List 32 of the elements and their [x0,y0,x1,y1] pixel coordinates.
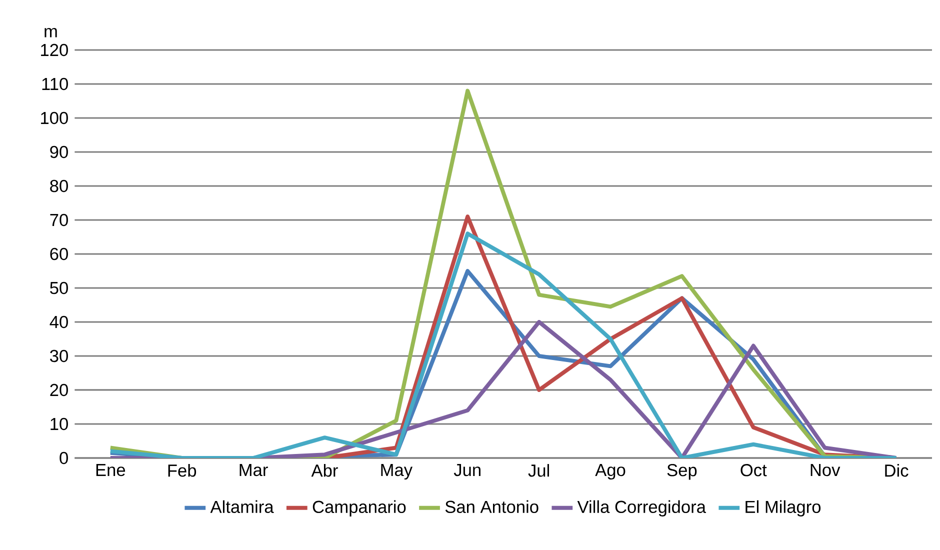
x-tick-label: Jul [528,464,549,477]
legend-label: Altamira [210,500,274,514]
legend-label: El Milagro [746,500,821,516]
y-tick-label: 10 [50,418,68,430]
y-tick-label: 20 [50,384,68,396]
y-axis-title: m [44,28,57,38]
y-tick-label: 40 [50,316,68,328]
legend-label: Campanario [312,500,406,516]
line-series [108,232,898,458]
x-tick-label: May [381,464,413,480]
y-tick-label: 120 [41,44,68,56]
x-tick-label: Jun [454,464,480,476]
y-tick-label: 0 [60,452,68,464]
legend-label: San Antonio [445,500,538,514]
x-tick-label: Oct [740,464,767,476]
x-tick-label: Sep [667,464,697,480]
legend-label: Villa Corregidora [577,500,706,516]
y-tick-label: 50 [50,282,68,294]
y-tick-label: 70 [50,214,68,226]
y-tick-label: 90 [50,146,68,158]
x-tick-label: Nov [810,464,840,476]
x-tick-label: Ago [595,464,626,480]
y-tick-label: 60 [50,248,68,260]
y-tick-label: 80 [50,180,68,192]
x-tick-label: Ene [96,464,126,476]
y-tick-label: 30 [50,350,68,362]
x-tick-label: Feb [168,464,196,477]
x-tick-label: Abr [311,464,338,477]
y-tick-label: 110 [42,78,68,90]
x-tick-label: Dic [885,464,908,477]
x-tick-label: Mar [240,464,268,476]
y-tick-label: 100 [41,112,68,124]
